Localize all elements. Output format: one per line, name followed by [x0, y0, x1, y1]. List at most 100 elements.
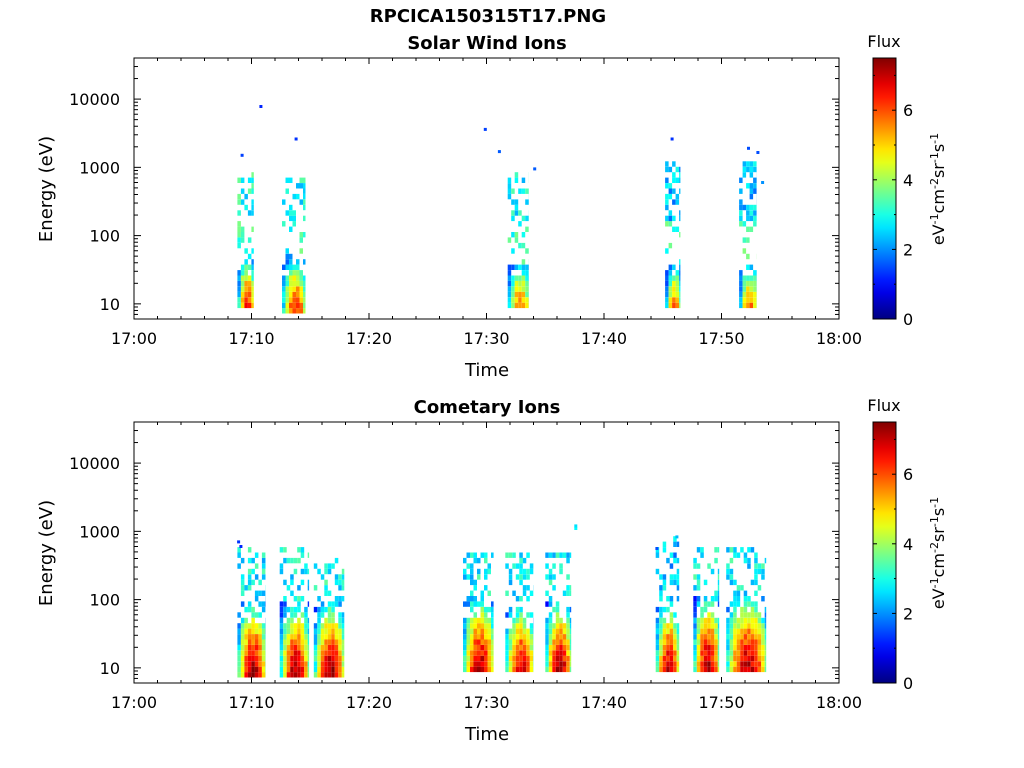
- heatmap-cell: [717, 661, 720, 667]
- heatmap-cell: [714, 557, 718, 564]
- heatmap-cell: [512, 655, 516, 662]
- heatmap-cell: [299, 280, 303, 287]
- colorbar-unit-label: eV-1cm-2sr-1s-1: [928, 133, 949, 245]
- heatmap-cell: [529, 590, 534, 596]
- heatmap-cell: [307, 601, 310, 607]
- heatmap-cell: [237, 275, 241, 281]
- heatmap-cell: [511, 297, 515, 303]
- heatmap-cell: [733, 634, 737, 640]
- heatmap-cell: [747, 650, 751, 656]
- heatmap-cell: [665, 215, 669, 222]
- heatmap-cell: [750, 655, 755, 662]
- heatmap-cell: [729, 612, 734, 618]
- heatmap-cell: [261, 661, 266, 667]
- heatmap-cell: [244, 639, 248, 645]
- heatmap-cell: [726, 628, 730, 634]
- heatmap-cell: [696, 563, 701, 569]
- heatmap-cell: [569, 606, 572, 613]
- heatmap-cell: [251, 661, 255, 667]
- heatmap-cell: [303, 232, 306, 238]
- heatmap-cell: [662, 606, 667, 613]
- heatmap-cell: [514, 177, 519, 183]
- heatmap-cell: [285, 177, 289, 183]
- heatmap-cell: [742, 221, 747, 227]
- heatmap-cell: [761, 181, 765, 184]
- heatmap-cell: [673, 634, 677, 640]
- heatmap-cell: [519, 639, 523, 645]
- heatmap-cell: [508, 650, 513, 656]
- heatmap-cell: [545, 590, 549, 596]
- heatmap-cell: [338, 644, 342, 651]
- heatmap-cell: [753, 210, 757, 216]
- heatmap-cell: [655, 547, 659, 550]
- heatmap-cell: [480, 661, 484, 667]
- heatmap-cell: [317, 612, 321, 618]
- heatmap-cell: [307, 644, 310, 651]
- heatmap-cell: [717, 666, 720, 673]
- heatmap-cell: [297, 661, 301, 667]
- heatmap-cell: [299, 248, 303, 254]
- heatmap-cell: [526, 661, 530, 667]
- heatmap-cell: [334, 661, 339, 667]
- heatmap-cell: [740, 634, 744, 640]
- heatmap-cell: [555, 552, 560, 558]
- heatmap-cell: [341, 661, 345, 667]
- heatmap-cell: [545, 574, 549, 580]
- heatmap-cell: [666, 606, 670, 613]
- heatmap-cell: [679, 291, 681, 298]
- heatmap-cell: [296, 275, 300, 281]
- heatmap-cell: [740, 606, 744, 613]
- heatmap-cell: [317, 623, 321, 629]
- heatmap-cell: [545, 655, 549, 662]
- heatmap-cell: [676, 579, 680, 586]
- heatmap-cell: [665, 270, 669, 276]
- heatmap-cell: [324, 579, 328, 586]
- heatmap-cell: [736, 590, 741, 596]
- heatmap-cell: [244, 259, 248, 265]
- heatmap-cell: [726, 563, 730, 569]
- heatmap-cell: [247, 568, 252, 575]
- heatmap-cell: [733, 650, 737, 656]
- heatmap-cell: [307, 634, 310, 640]
- heatmap-cell: [753, 221, 757, 227]
- heatmap-cell: [521, 232, 526, 238]
- heatmap-cell: [518, 286, 522, 292]
- heatmap-cell: [665, 161, 669, 167]
- heatmap-cell: [548, 650, 553, 656]
- heatmap-cell: [313, 563, 318, 569]
- heatmap-cell: [507, 237, 512, 243]
- heatmap-cell: [672, 302, 676, 309]
- heatmap-cell: [491, 634, 494, 640]
- heatmap-cell: [254, 661, 259, 667]
- heatmap-cell: [237, 650, 241, 656]
- heatmap-cell: [562, 650, 567, 656]
- heatmap-cell: [341, 655, 345, 662]
- heatmap-cell: [714, 628, 718, 634]
- heatmap-cell: [675, 199, 680, 205]
- heatmap-cell: [258, 666, 262, 673]
- heatmap-cell: [666, 644, 670, 651]
- heatmap-cell: [676, 655, 680, 662]
- heatmap-cell: [317, 650, 321, 656]
- heatmap-cell: [300, 596, 305, 602]
- heatmap-cell: [307, 661, 310, 667]
- heatmap-cell: [668, 242, 673, 249]
- heatmap-cell: [552, 661, 556, 667]
- heatmap-cell: [507, 193, 512, 200]
- heatmap-cell: [665, 183, 669, 189]
- heatmap-cell: [289, 215, 293, 222]
- heatmap-cell: [515, 650, 520, 656]
- heatmap-cell: [331, 644, 335, 651]
- heatmap-cell: [673, 644, 677, 651]
- heatmap-cell: [487, 644, 491, 651]
- heatmap-cell: [505, 650, 509, 656]
- heatmap-cell: [753, 215, 757, 222]
- heatmap-cell: [764, 557, 767, 564]
- heatmap-cell: [675, 270, 680, 276]
- heatmap-cell: [283, 672, 287, 678]
- heatmap-cell: [673, 552, 677, 558]
- heatmap-cell: [726, 655, 730, 662]
- heatmap-cell: [669, 601, 674, 607]
- heatmap-cell: [749, 286, 754, 292]
- heatmap-cell: [480, 612, 484, 618]
